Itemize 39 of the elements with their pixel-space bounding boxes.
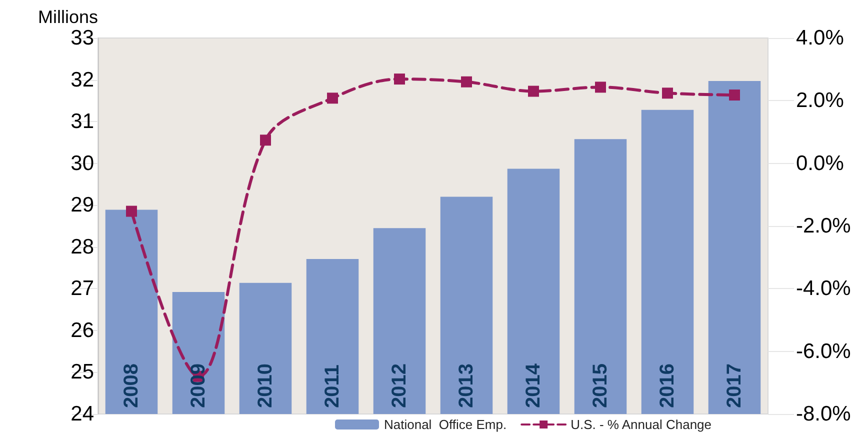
legend-label: U.S. - % Annual Change: [570, 417, 712, 432]
point: [729, 90, 740, 101]
point: [394, 74, 405, 85]
y-tick-label: 32: [70, 68, 94, 92]
y2-tick-label: -4.0%: [796, 277, 851, 300]
point: [327, 92, 338, 104]
x-tick-label: 2014: [522, 362, 544, 408]
x-tick-label: 2017: [724, 364, 746, 408]
y-tick-label: 30: [70, 152, 94, 175]
x-tick-label: 2015: [590, 364, 612, 408]
y-tick-label: 29: [70, 194, 94, 217]
y-tick-label: 25: [70, 360, 94, 384]
y-tick-label: 33: [70, 26, 94, 50]
x-tick-label: 2008: [120, 364, 142, 408]
point: [461, 76, 472, 88]
legend-label: National Office Emp.: [384, 417, 507, 432]
y-tick-label: 26: [70, 318, 94, 342]
point: [260, 134, 271, 146]
y2-tick-label: -8.0%: [796, 402, 851, 426]
point: [662, 88, 673, 99]
y-tick-label: 24: [70, 402, 94, 426]
point: [126, 206, 137, 217]
y-tick-label: 31: [70, 110, 94, 134]
point: [595, 82, 606, 93]
x-tick-label: 2010: [254, 364, 276, 408]
y2-tick-label: 2.0%: [796, 89, 844, 112]
x-tick-label: 2009: [188, 364, 210, 408]
y-tick-label: 27: [70, 277, 94, 300]
y-axis-title: Millions: [38, 7, 98, 27]
x-tick-label: 2012: [388, 364, 410, 408]
y2-tick-label: -2.0%: [796, 214, 851, 238]
y2-tick-label: 4.0%: [796, 26, 844, 50]
y2-tick-label: 0.0%: [796, 152, 844, 175]
x-tick-label: 2016: [656, 364, 678, 408]
x-tick-label: 2011: [322, 364, 344, 408]
y2-tick-label: -6.0%: [796, 340, 851, 363]
x-tick-label: 2013: [456, 364, 478, 408]
point: [528, 86, 539, 97]
y-tick-label: 28: [70, 235, 94, 258]
